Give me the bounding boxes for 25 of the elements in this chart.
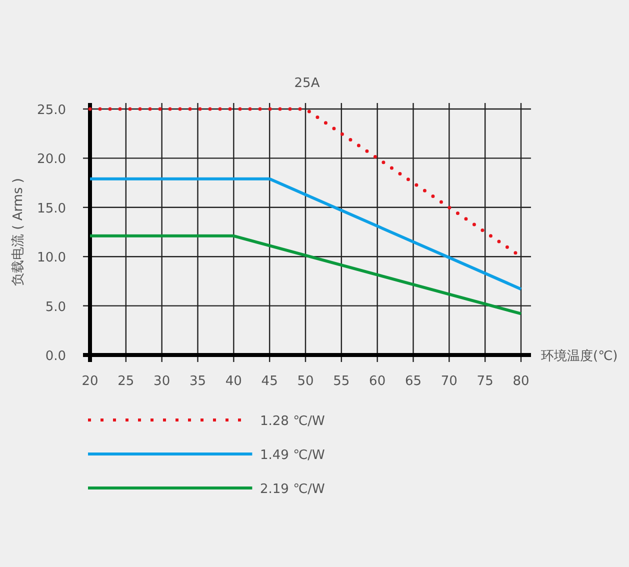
x-tick-label: 35 <box>189 374 206 389</box>
legend-label: 1.28 ℃/W <box>260 414 326 429</box>
x-tick-label: 20 <box>82 374 98 389</box>
y-axis-title: 负载电流 ( Arms ) <box>10 178 26 286</box>
x-tick-label: 80 <box>512 374 530 389</box>
x-tick-label: 55 <box>333 374 350 389</box>
x-tick-label: 45 <box>261 374 278 389</box>
y-tick-label: 5.0 <box>45 300 66 315</box>
chart-title: 25A <box>294 76 320 91</box>
x-tick-label: 50 <box>297 374 314 389</box>
x-tick-label: 65 <box>404 374 422 389</box>
legend-label: 2.19 ℃/W <box>260 482 326 497</box>
legend-label: 1.49 ℃/W <box>260 448 326 463</box>
x-tick-label: 70 <box>440 374 458 389</box>
x-axis-title: 环境温度(℃) <box>541 348 618 364</box>
x-tick-label: 30 <box>154 374 170 389</box>
y-tick-label: 0.0 <box>45 349 66 364</box>
y-tick-label: 15.0 <box>37 201 66 216</box>
x-tick-label: 75 <box>476 374 494 389</box>
y-tick-label: 25.0 <box>37 103 66 118</box>
x-tick-label: 60 <box>369 374 386 389</box>
x-tick-label: 40 <box>225 374 242 389</box>
y-tick-label: 10.0 <box>37 250 66 266</box>
x-tick-label: 25 <box>118 374 134 389</box>
y-tick-label: 20.0 <box>37 152 66 168</box>
